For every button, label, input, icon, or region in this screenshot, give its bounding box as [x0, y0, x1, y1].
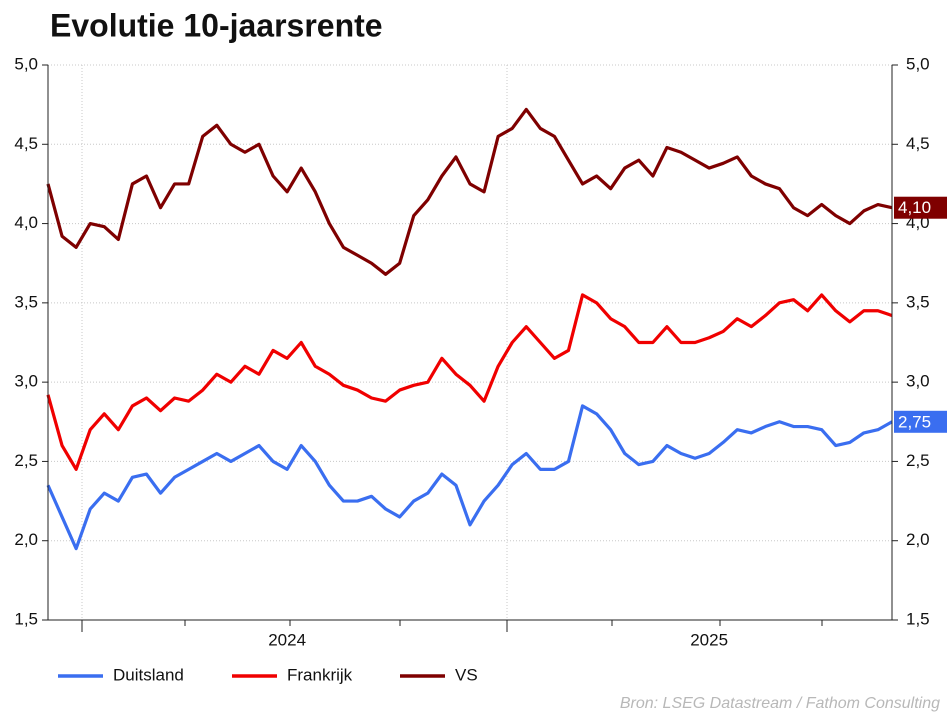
- y-tick-label: 3,5: [14, 292, 38, 311]
- series-line: [46, 293, 893, 471]
- y-tick-label: 1,5: [14, 609, 38, 628]
- y2-tick-label: 2,0: [906, 530, 930, 549]
- y-tick-label: 4,5: [14, 134, 38, 153]
- y-tick-label: 2,0: [14, 530, 38, 549]
- end-label-box: [894, 196, 947, 219]
- y2-tick-label: 3,0: [906, 372, 930, 391]
- x-tick-label: 2024: [268, 630, 306, 649]
- y2-tick-label: 2,5: [906, 451, 930, 470]
- end-label: 2,75: [898, 412, 931, 431]
- y-tick-label: 5,0: [14, 54, 38, 73]
- series-line: [46, 107, 893, 276]
- y-tick-label: 2,5: [14, 451, 38, 470]
- end-label: 4,10: [898, 198, 931, 217]
- legend-label: Frankrijk: [287, 665, 353, 684]
- y-tick-label: 4,0: [14, 213, 38, 232]
- series-line: [46, 404, 893, 551]
- legend-label: VS: [455, 665, 478, 684]
- source: Bron: LSEG Datastream / Fathom Consultin…: [620, 695, 940, 712]
- y2-tick-label: 1,5: [906, 609, 930, 628]
- y-tick-label: 3,0: [14, 372, 38, 391]
- y2-tick-label: 4,5: [906, 134, 930, 153]
- y2-tick-label: 3,5: [906, 292, 930, 311]
- chart-title: Evolutie 10-jaarsrente: [50, 7, 383, 43]
- legend-label: Duitsland: [113, 665, 184, 684]
- x-axis-ticks: [81, 620, 823, 632]
- plot-area: [46, 64, 893, 551]
- x-tick-label: 2025: [690, 630, 728, 649]
- end-label-box: [894, 410, 947, 433]
- y2-tick-label: 5,0: [906, 54, 930, 73]
